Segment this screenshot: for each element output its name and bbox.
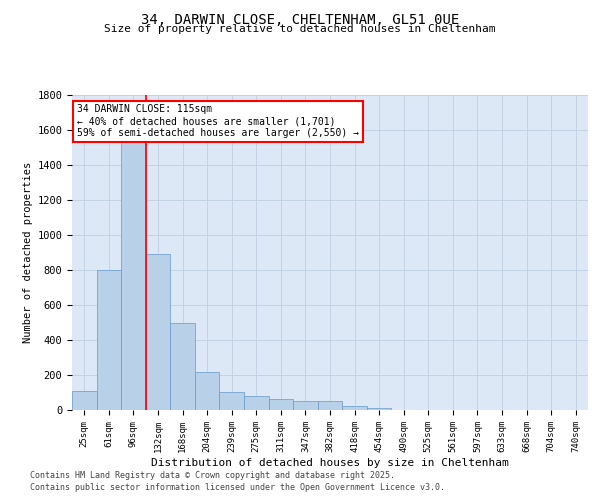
Bar	[195, 372, 220, 410]
Text: Contains HM Land Registry data © Crown copyright and database right 2025.: Contains HM Land Registry data © Crown c…	[30, 471, 395, 480]
Bar	[97, 270, 121, 410]
Bar	[170, 322, 195, 410]
X-axis label: Distribution of detached houses by size in Cheltenham: Distribution of detached houses by size …	[151, 458, 509, 468]
Bar	[367, 408, 391, 410]
Bar	[146, 254, 170, 410]
Bar	[244, 396, 269, 410]
Bar	[293, 401, 318, 410]
Bar	[72, 391, 97, 410]
Bar	[342, 406, 367, 410]
Text: Size of property relative to detached houses in Cheltenham: Size of property relative to detached ho…	[104, 24, 496, 34]
Bar	[269, 398, 293, 410]
Text: 34 DARWIN CLOSE: 115sqm
← 40% of detached houses are smaller (1,701)
59% of semi: 34 DARWIN CLOSE: 115sqm ← 40% of detache…	[77, 104, 359, 138]
Bar	[318, 401, 342, 410]
Text: 34, DARWIN CLOSE, CHELTENHAM, GL51 0UE: 34, DARWIN CLOSE, CHELTENHAM, GL51 0UE	[141, 12, 459, 26]
Bar	[220, 392, 244, 410]
Y-axis label: Number of detached properties: Number of detached properties	[23, 162, 33, 343]
Text: Contains public sector information licensed under the Open Government Licence v3: Contains public sector information licen…	[30, 484, 445, 492]
Bar	[121, 140, 146, 410]
